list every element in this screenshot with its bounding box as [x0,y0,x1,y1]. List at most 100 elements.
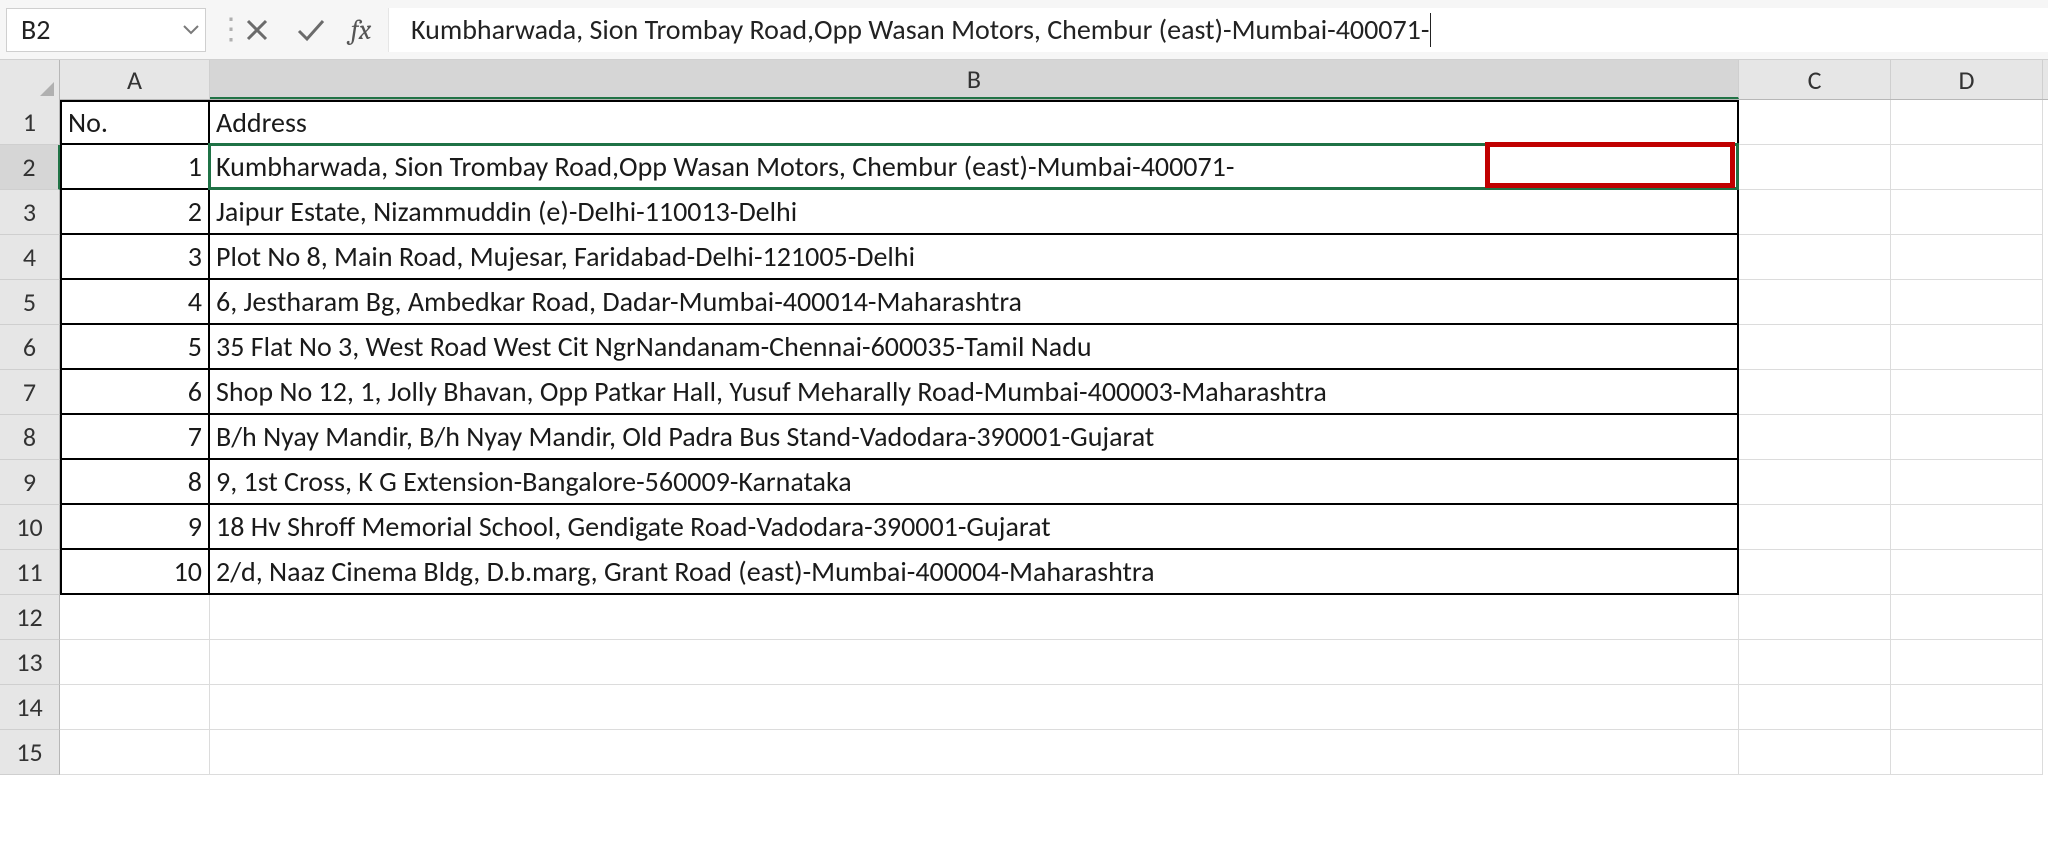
column-header-D[interactable]: D [1891,60,2043,99]
fx-icon: fx [349,14,377,46]
cell-B13[interactable] [210,640,1739,685]
row-header[interactable]: 15 [0,730,60,775]
cell-D9[interactable] [1891,460,2043,505]
column-header-C[interactable]: C [1739,60,1891,99]
cell-D1[interactable] [1891,100,2043,145]
cell-D7[interactable] [1891,370,2043,415]
grid-row: 32Jaipur Estate, Nizammuddin (e)-Delhi-1… [0,190,2048,235]
formula-bar-separator: ⋮ [206,11,230,48]
cell-C1[interactable] [1739,100,1891,145]
cell-C11[interactable] [1739,550,1891,595]
cell-C12[interactable] [1739,595,1891,640]
cell-B1[interactable]: Address [210,100,1739,145]
check-icon [295,16,327,44]
row-header[interactable]: 12 [0,595,60,640]
formula-bar: B2 ⋮ fx Kumbharwada, Sion Trombay Road,O… [0,0,2048,60]
cell-C15[interactable] [1739,730,1891,775]
grid-row: 12 [0,595,2048,640]
column-header-A[interactable]: A [60,60,210,99]
cell-B11[interactable]: 2/d, Naaz Cinema Bldg, D.b.marg, Grant R… [210,550,1739,595]
cell-C4[interactable] [1739,235,1891,280]
cell-D13[interactable] [1891,640,2043,685]
row-header[interactable]: 1 [0,100,60,145]
cell-B14[interactable] [210,685,1739,730]
insert-function-button[interactable]: fx [338,8,388,52]
grid-row: 1No.Address [0,100,2048,145]
cell-B8[interactable]: B/h Nyay Mandir, B/h Nyay Mandir, Old Pa… [210,415,1739,460]
cell-D10[interactable] [1891,505,2043,550]
cell-A14[interactable] [60,685,210,730]
cell-B2[interactable]: Kumbharwada, Sion Trombay Road,Opp Wasan… [210,145,1739,190]
cell-A3[interactable]: 2 [60,190,210,235]
grid-row: 43Plot No 8, Main Road, Mujesar, Faridab… [0,235,2048,280]
cell-C10[interactable] [1739,505,1891,550]
cell-A10[interactable]: 9 [60,505,210,550]
cell-A12[interactable] [60,595,210,640]
row-header[interactable]: 14 [0,685,60,730]
row-header[interactable]: 3 [0,190,60,235]
cell-A8[interactable]: 7 [60,415,210,460]
cell-D12[interactable] [1891,595,2043,640]
grid-row: 21Kumbharwada, Sion Trombay Road,Opp Was… [0,145,2048,190]
name-box-dropdown-icon[interactable] [183,25,199,35]
row-header[interactable]: 4 [0,235,60,280]
grid-row: 15 [0,730,2048,775]
cell-B9[interactable]: 9, 1st Cross, K G Extension-Bangalore-56… [210,460,1739,505]
cell-C14[interactable] [1739,685,1891,730]
cell-A2[interactable]: 1 [60,145,210,190]
cell-B6[interactable]: 35 Flat No 3, West Road West Cit NgrNand… [210,325,1739,370]
cell-A6[interactable]: 5 [60,325,210,370]
cell-A5[interactable]: 4 [60,280,210,325]
grid-row: 76Shop No 12, 1, Jolly Bhavan, Opp Patka… [0,370,2048,415]
cell-A7[interactable]: 6 [60,370,210,415]
row-header[interactable]: 9 [0,460,60,505]
cell-C7[interactable] [1739,370,1891,415]
cell-D14[interactable] [1891,685,2043,730]
cell-B10[interactable]: 18 Hv Shroff Memorial School, Gendigate … [210,505,1739,550]
column-header-B[interactable]: B [210,60,1739,99]
cell-A13[interactable] [60,640,210,685]
grid-row: 14 [0,685,2048,730]
cell-B4[interactable]: Plot No 8, Main Road, Mujesar, Faridabad… [210,235,1739,280]
cell-D6[interactable] [1891,325,2043,370]
row-header[interactable]: 2 [0,145,60,190]
cell-D2[interactable] [1891,145,2043,190]
cell-A9[interactable]: 8 [60,460,210,505]
cell-C13[interactable] [1739,640,1891,685]
grid-row: 6535 Flat No 3, West Road West Cit NgrNa… [0,325,2048,370]
grid-row: 87B/h Nyay Mandir, B/h Nyay Mandir, Old … [0,415,2048,460]
cell-B3[interactable]: Jaipur Estate, Nizammuddin (e)-Delhi-110… [210,190,1739,235]
cell-C9[interactable] [1739,460,1891,505]
cell-A1[interactable]: No. [60,100,210,145]
cell-B15[interactable] [210,730,1739,775]
cell-C2[interactable] [1739,145,1891,190]
cell-A11[interactable]: 10 [60,550,210,595]
row-header[interactable]: 10 [0,505,60,550]
cancel-button[interactable] [230,8,284,52]
formula-input[interactable]: Kumbharwada, Sion Trombay Road,Opp Wasan… [388,8,2048,52]
row-header[interactable]: 7 [0,370,60,415]
cell-C8[interactable] [1739,415,1891,460]
row-header[interactable]: 5 [0,280,60,325]
cell-B7[interactable]: Shop No 12, 1, Jolly Bhavan, Opp Patkar … [210,370,1739,415]
cell-D15[interactable] [1891,730,2043,775]
row-header[interactable]: 6 [0,325,60,370]
row-header[interactable]: 11 [0,550,60,595]
cell-D3[interactable] [1891,190,2043,235]
name-box[interactable]: B2 [6,8,206,52]
enter-button[interactable] [284,8,338,52]
cell-D5[interactable] [1891,280,2043,325]
cell-B12[interactable] [210,595,1739,640]
cell-D4[interactable] [1891,235,2043,280]
row-header[interactable]: 8 [0,415,60,460]
cell-C3[interactable] [1739,190,1891,235]
cell-A4[interactable]: 3 [60,235,210,280]
cell-D11[interactable] [1891,550,2043,595]
row-header[interactable]: 13 [0,640,60,685]
cell-A15[interactable] [60,730,210,775]
cell-B5[interactable]: 6, Jestharam Bg, Ambedkar Road, Dadar-Mu… [210,280,1739,325]
select-all-corner[interactable] [0,60,60,100]
cell-C6[interactable] [1739,325,1891,370]
cell-D8[interactable] [1891,415,2043,460]
cell-C5[interactable] [1739,280,1891,325]
